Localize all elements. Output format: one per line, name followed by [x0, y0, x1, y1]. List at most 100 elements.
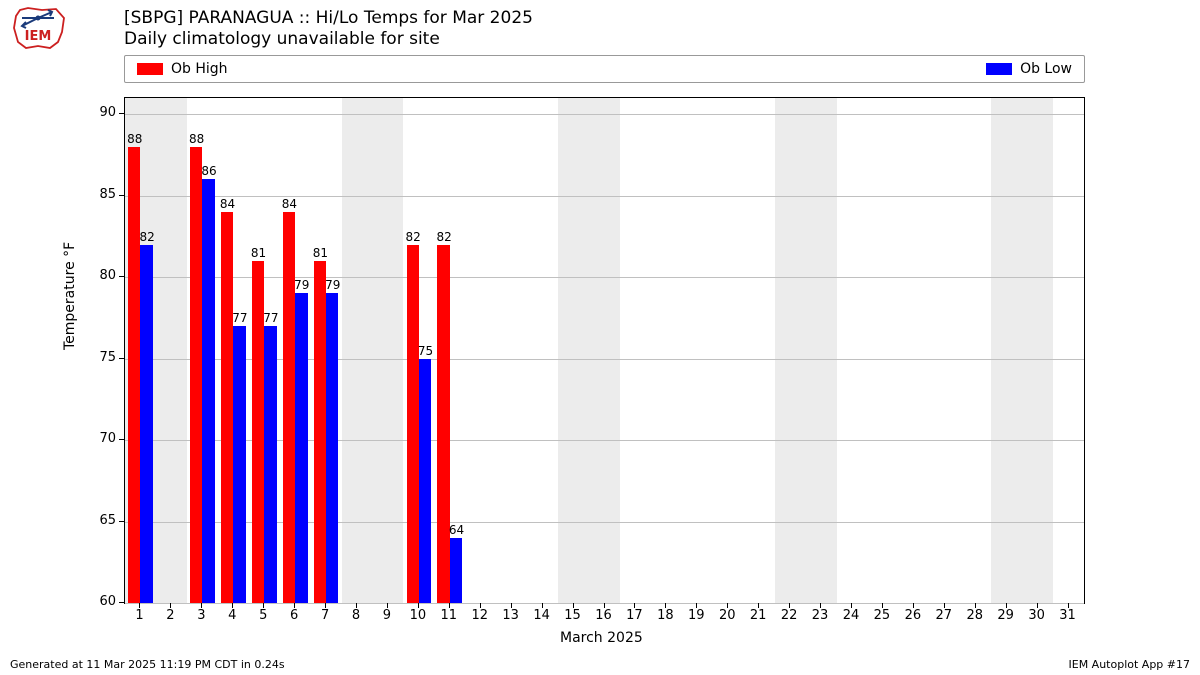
ytick-label: 70 [86, 431, 116, 446]
xtick-label: 8 [352, 608, 360, 623]
title-line1: [SBPG] PARANAGUA :: Hi/Lo Temps for Mar … [124, 8, 533, 29]
xtick-label: 27 [936, 608, 953, 623]
xtick-label: 29 [997, 608, 1014, 623]
weekend-shade [342, 98, 404, 603]
xtick-label: 31 [1059, 608, 1076, 623]
xtick-label: 23 [812, 608, 829, 623]
xtick-mark [913, 603, 914, 608]
xtick-label: 16 [595, 608, 612, 623]
bar-high [221, 212, 233, 603]
xtick-label: 7 [321, 608, 329, 623]
x-axis-label: March 2025 [560, 630, 643, 646]
plot-area: 88828886847781778479817982758264 [124, 97, 1085, 604]
xtick-mark [851, 603, 852, 608]
ytick-mark [119, 195, 124, 196]
weekend-shade [991, 98, 1053, 603]
ytick-label: 85 [86, 187, 116, 202]
ytick-label: 75 [86, 350, 116, 365]
bar-label-high: 82 [406, 230, 421, 244]
legend-item-high: Ob High [137, 61, 228, 77]
bar-high [314, 261, 326, 603]
xtick-label: 17 [626, 608, 643, 623]
xtick-label: 18 [657, 608, 674, 623]
xtick-label: 14 [533, 608, 550, 623]
xtick-mark [696, 603, 697, 608]
xtick-mark [356, 603, 357, 608]
bar-label-low: 64 [449, 523, 464, 537]
xtick-mark [634, 603, 635, 608]
xtick-label: 11 [441, 608, 458, 623]
legend-swatch-high [137, 63, 163, 75]
ytick-label: 80 [86, 268, 116, 283]
xtick-label: 6 [290, 608, 298, 623]
xtick-label: 1 [135, 608, 143, 623]
svg-text:IEM: IEM [25, 29, 52, 44]
bar-low [295, 293, 307, 603]
y-axis-label: Temperature °F [62, 242, 78, 350]
bar-low [326, 293, 338, 603]
bar-low [140, 245, 152, 603]
bar-high [128, 147, 140, 603]
bar-label-high: 82 [436, 230, 451, 244]
xtick-mark [387, 603, 388, 608]
xtick-mark [665, 603, 666, 608]
bar-high [190, 147, 202, 603]
xtick-label: 3 [197, 608, 205, 623]
xtick-mark [882, 603, 883, 608]
xtick-label: 5 [259, 608, 267, 623]
xtick-label: 19 [688, 608, 705, 623]
chart-title: [SBPG] PARANAGUA :: Hi/Lo Temps for Mar … [124, 8, 533, 51]
xtick-label: 10 [410, 608, 427, 623]
bar-high [283, 212, 295, 603]
bar-label-low: 77 [263, 311, 278, 325]
legend-label-low: Ob Low [1020, 61, 1072, 77]
bar-label-low: 86 [201, 164, 216, 178]
bar-label-low: 79 [294, 278, 309, 292]
bar-low [233, 326, 245, 603]
bar-label-high: 88 [127, 132, 142, 146]
xtick-mark [418, 603, 419, 608]
grid-line [125, 603, 1084, 604]
ytick-label: 90 [86, 105, 116, 120]
ytick-mark [119, 276, 124, 277]
bar-label-high: 81 [251, 246, 266, 260]
bar-label-low: 77 [232, 311, 247, 325]
xtick-mark [449, 603, 450, 608]
xtick-label: 21 [750, 608, 767, 623]
xtick-mark [170, 603, 171, 608]
ytick-mark [119, 602, 124, 603]
bar-label-low: 79 [325, 278, 340, 292]
xtick-label: 28 [966, 608, 983, 623]
ytick-mark [119, 439, 124, 440]
xtick-mark [975, 603, 976, 608]
xtick-label: 4 [228, 608, 236, 623]
xtick-label: 12 [471, 608, 488, 623]
ytick-label: 65 [86, 513, 116, 528]
bar-low [450, 538, 462, 603]
page: IEM [SBPG] PARANAGUA :: Hi/Lo Temps for … [0, 0, 1200, 675]
xtick-mark [480, 603, 481, 608]
bar-label-high: 88 [189, 132, 204, 146]
xtick-label: 22 [781, 608, 798, 623]
bar-label-high: 84 [282, 197, 297, 211]
title-line2: Daily climatology unavailable for site [124, 29, 533, 50]
xtick-label: 2 [166, 608, 174, 623]
grid-line [125, 277, 1084, 278]
grid-line [125, 114, 1084, 115]
xtick-mark [201, 603, 202, 608]
xtick-label: 25 [874, 608, 891, 623]
xtick-label: 9 [383, 608, 391, 623]
xtick-mark [944, 603, 945, 608]
bar-label-high: 81 [313, 246, 328, 260]
ytick-label: 60 [86, 594, 116, 609]
xtick-mark [1006, 603, 1007, 608]
ytick-mark [119, 521, 124, 522]
weekend-shade [775, 98, 837, 603]
footer-left: Generated at 11 Mar 2025 11:19 PM CDT in… [10, 658, 285, 671]
xtick-mark [1037, 603, 1038, 608]
bar-low [202, 179, 214, 603]
xtick-mark [820, 603, 821, 608]
xtick-mark [727, 603, 728, 608]
bar-low [419, 359, 431, 603]
xtick-label: 26 [905, 608, 922, 623]
